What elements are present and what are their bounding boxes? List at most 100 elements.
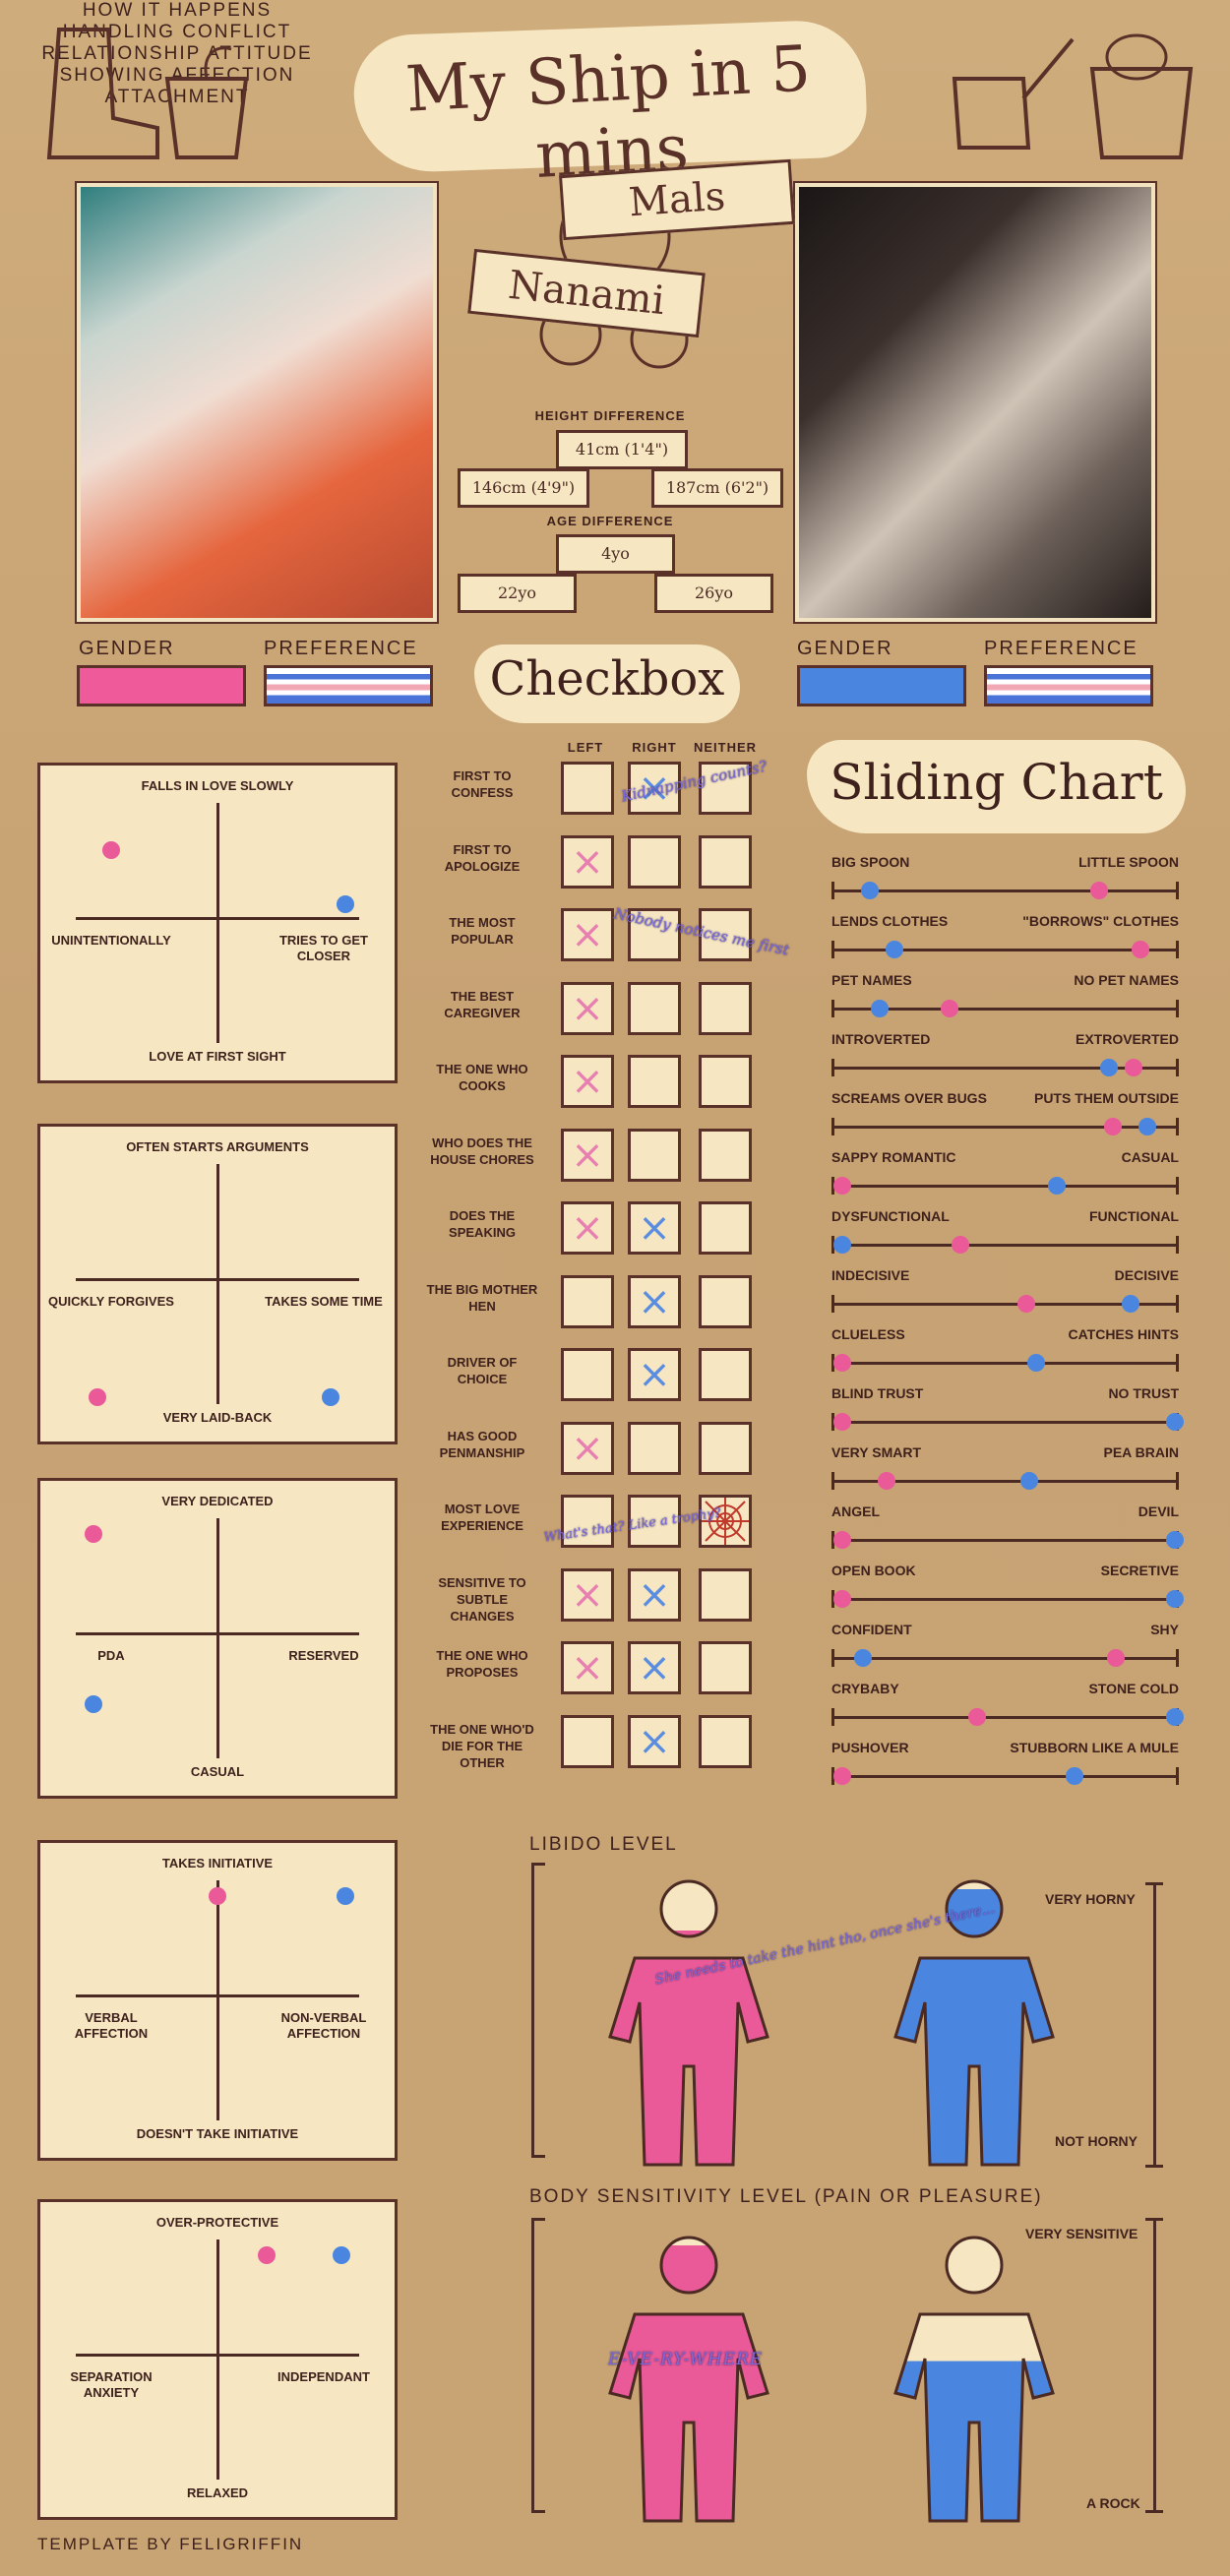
checkbox-right[interactable]: × (628, 1348, 681, 1401)
slider-pink-marker[interactable] (832, 1354, 851, 1372)
slider-blue-marker[interactable] (860, 882, 879, 899)
sensitivity-left-bracket-bottom (531, 2510, 545, 2513)
checkbox-left[interactable]: × (561, 1421, 614, 1475)
checkbox-left[interactable] (561, 1348, 614, 1401)
quadrant-blue-marker[interactable] (333, 2246, 350, 2265)
spiderweb-icon (702, 1498, 749, 1545)
slider-pink-marker[interactable] (1089, 882, 1108, 899)
checkbox-left[interactable]: × (561, 1128, 614, 1182)
slider-end-left (831, 1649, 834, 1667)
age-difference-label: Age difference (546, 514, 674, 528)
checkbox-left[interactable]: × (561, 834, 614, 889)
checkbox-left[interactable] (561, 1274, 614, 1328)
checkbox-neither[interactable] (699, 1567, 752, 1622)
slider-blue-marker[interactable] (1066, 1767, 1084, 1785)
checkbox-neither[interactable] (699, 762, 752, 815)
slider-blue-marker[interactable] (1138, 1118, 1157, 1135)
checkbox-left[interactable]: × (561, 1641, 614, 1694)
checkbox-right[interactable]: × (628, 1201, 681, 1255)
checkbox-right[interactable] (628, 1495, 681, 1548)
checkbox-neither[interactable] (699, 908, 752, 961)
slider-pink-marker[interactable] (968, 1708, 987, 1726)
check-x-icon: × (571, 985, 604, 1031)
libido-top-label: Very horny (1045, 1891, 1136, 1907)
checkbox-right[interactable]: × (628, 1567, 681, 1622)
slider-pink-marker[interactable] (951, 1236, 969, 1254)
sensitivity-title: Body sensitivity level (pain or pleasure… (529, 2186, 1043, 2207)
checkbox-right[interactable] (628, 981, 681, 1035)
slider-pink-marker[interactable] (832, 1177, 851, 1195)
slider-blue-marker[interactable] (885, 941, 903, 958)
checkbox-right[interactable] (628, 1421, 681, 1475)
checkbox-left[interactable]: × (561, 981, 614, 1035)
checkbox-neither[interactable] (699, 1274, 752, 1328)
checkbox-neither[interactable] (699, 1201, 752, 1255)
slider-blue-marker[interactable] (871, 1000, 890, 1017)
checkbox-neither[interactable] (699, 1495, 752, 1548)
slider-blue-marker[interactable] (1027, 1354, 1046, 1372)
slider-end-right (1176, 1649, 1179, 1667)
checkbox-right[interactable]: × (628, 762, 681, 815)
slider-pink-marker[interactable] (1107, 1649, 1126, 1667)
quadrant-pink-marker[interactable] (258, 2246, 277, 2265)
slider-blue-marker[interactable] (1048, 1177, 1067, 1195)
checkbox-right[interactable] (628, 1128, 681, 1182)
quadrant-blue-marker[interactable] (85, 1695, 102, 1714)
slider-pink-marker[interactable] (878, 1472, 896, 1490)
sliding-chart-title: Sliding Chart (830, 754, 1163, 811)
checkbox-right[interactable] (628, 1055, 681, 1108)
checkbox-neither[interactable] (699, 1055, 752, 1108)
quadrant-pink-marker[interactable] (102, 841, 120, 860)
slider-blue-marker[interactable] (1166, 1590, 1185, 1608)
quadrant-title: Handling conflict (62, 22, 292, 42)
quadrant-blue-marker[interactable] (322, 1388, 340, 1407)
quadrant-pink-marker[interactable] (85, 1525, 102, 1544)
checkbox-left[interactable]: × (561, 1055, 614, 1108)
checkbox-neither[interactable] (699, 834, 752, 889)
checkbox-left[interactable]: × (561, 908, 614, 961)
quadrant-blue-marker[interactable] (336, 894, 354, 913)
quadrant-pink-marker[interactable] (209, 1887, 226, 1906)
slider-pink-marker[interactable] (941, 1000, 959, 1017)
slider-blue-marker[interactable] (1020, 1472, 1039, 1490)
slider-left-label: Indecisive (831, 1267, 910, 1283)
checkbox-left[interactable] (561, 762, 614, 815)
checkbox-left[interactable]: × (561, 1201, 614, 1255)
slider-pink-marker[interactable] (1125, 1059, 1143, 1076)
slider-pink-marker[interactable] (1016, 1295, 1035, 1313)
slider-blue-marker[interactable] (1166, 1531, 1185, 1549)
slider-blue-marker[interactable] (853, 1649, 872, 1667)
left-height-value: 146cm (4'9") (458, 468, 589, 508)
checkbox-right[interactable] (628, 834, 681, 889)
checkbox-neither[interactable] (699, 1714, 752, 1768)
checkbox-right[interactable] (628, 908, 681, 961)
slider-blue-marker[interactable] (1100, 1059, 1119, 1076)
slider-pink-marker[interactable] (1103, 1118, 1122, 1135)
quadrant-blue-marker[interactable] (336, 1887, 354, 1906)
checkbox-neither[interactable] (699, 981, 752, 1035)
checkbox-left[interactable]: × (561, 1567, 614, 1622)
quadrant-pink-marker[interactable] (88, 1388, 106, 1407)
checkbox-neither[interactable] (699, 1641, 752, 1694)
checkbox-left[interactable] (561, 1495, 614, 1548)
slider-pink-marker[interactable] (832, 1767, 851, 1785)
checkbox-neither[interactable] (699, 1421, 752, 1475)
slider-blue-marker[interactable] (832, 1236, 851, 1254)
slider-pink-marker[interactable] (832, 1590, 851, 1608)
checkbox-right[interactable]: × (628, 1714, 681, 1768)
quadrant-title: Attachment (104, 87, 250, 107)
checkbox-neither[interactable] (699, 1348, 752, 1401)
slider-pink-marker[interactable] (1132, 941, 1150, 958)
checkbox-left[interactable] (561, 1714, 614, 1768)
slider-right-label: Extroverted (1075, 1031, 1179, 1047)
quadrant-horizontal-axis (76, 916, 359, 920)
boots-plant-doodle-icon (46, 28, 249, 159)
slider-blue-marker[interactable] (1166, 1413, 1185, 1431)
checkbox-right[interactable]: × (628, 1274, 681, 1328)
slider-blue-marker[interactable] (1166, 1708, 1185, 1726)
slider-pink-marker[interactable] (832, 1413, 851, 1431)
slider-blue-marker[interactable] (1121, 1295, 1139, 1313)
checkbox-neither[interactable] (699, 1128, 752, 1182)
slider-pink-marker[interactable] (832, 1531, 851, 1549)
checkbox-right[interactable]: × (628, 1641, 681, 1694)
